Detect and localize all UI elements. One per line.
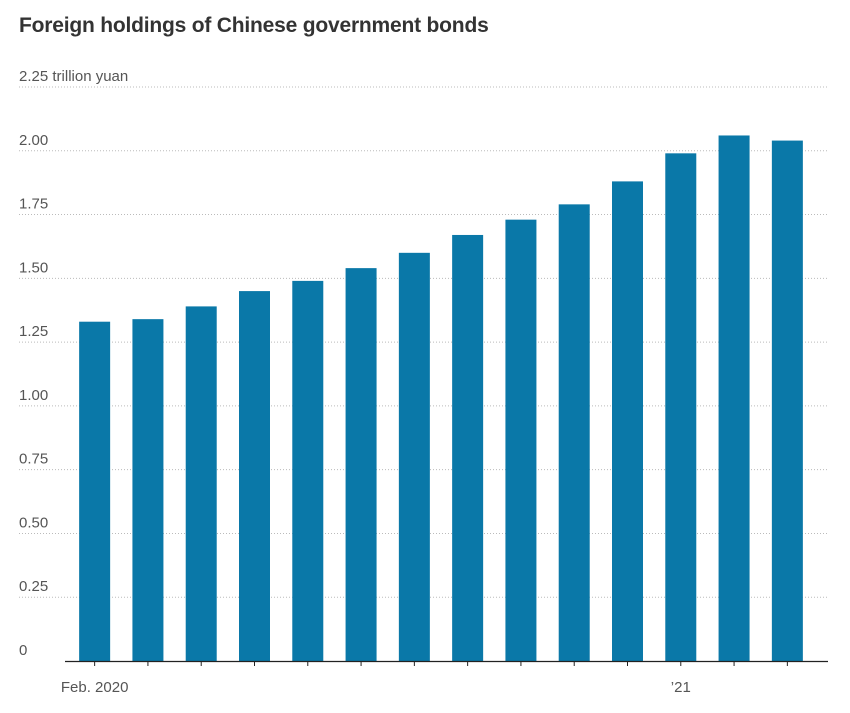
x-tick-label: Feb. 2020	[61, 679, 129, 696]
bar	[79, 321, 111, 661]
bar	[345, 268, 377, 661]
y-tick-label: 2.00	[19, 132, 48, 149]
bar	[558, 204, 590, 661]
y-tick-label: 1.00	[19, 387, 48, 404]
bar	[665, 153, 697, 661]
y-tick-label: 0.75	[19, 451, 48, 468]
x-tick-label: ’21	[671, 679, 691, 696]
bar	[398, 252, 430, 662]
bar	[292, 280, 324, 661]
x-axis: Feb. 2020 ’21	[61, 660, 828, 696]
bar	[505, 219, 537, 661]
y-tick-label: 0.50	[19, 514, 48, 531]
bar	[771, 140, 803, 661]
y-axis-labels: 2.25 trillion yuan 0 0.25 0.50 0.75 1.00 1.25 1…	[19, 68, 128, 659]
y-tick-label: 1.25	[19, 323, 48, 340]
bar	[239, 291, 270, 661]
y-tick-label: 1.50	[19, 259, 48, 276]
chart-title: Foreign holdings of Chinese government b…	[19, 14, 489, 37]
y-tick-label: 0	[19, 642, 27, 659]
y-tick-label: 1.75	[19, 196, 48, 213]
bars	[79, 135, 803, 662]
bar	[452, 234, 484, 661]
bar	[185, 306, 217, 661]
y-tick-label: 0.25	[19, 578, 48, 595]
bar	[612, 181, 643, 661]
bar	[718, 135, 750, 661]
y-unit-label: 2.25 trillion yuan	[19, 68, 128, 85]
bar	[132, 319, 164, 661]
